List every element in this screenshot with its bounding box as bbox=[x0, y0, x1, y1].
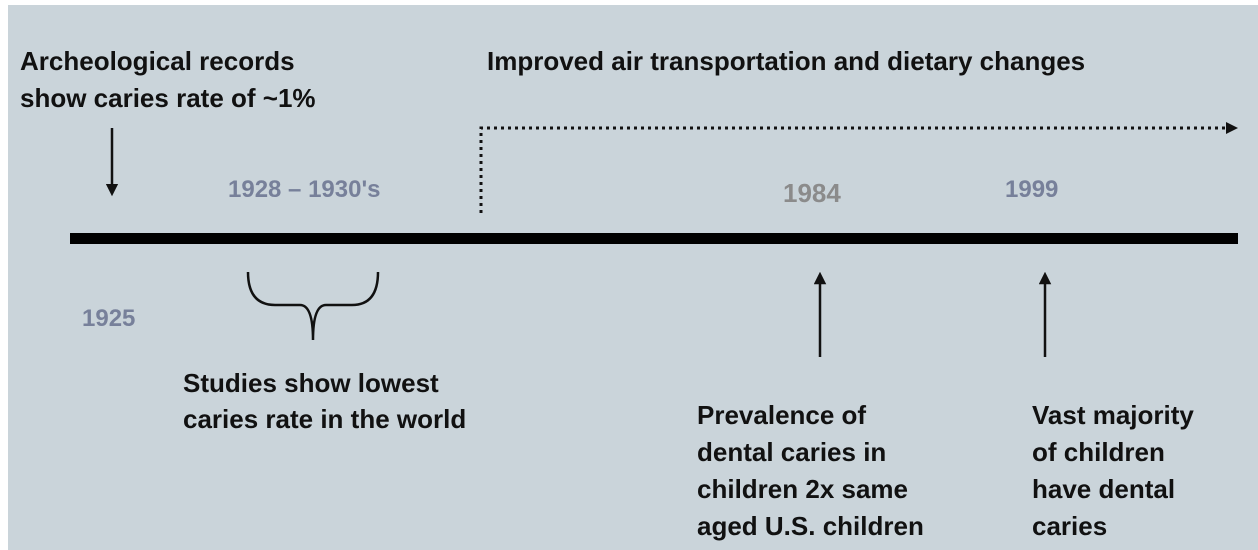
note: Improved air transportation and dietary … bbox=[487, 46, 1085, 76]
event-line: caries rate in the world bbox=[183, 404, 466, 434]
year: 1925 bbox=[82, 305, 135, 332]
note-line: Archeological records bbox=[20, 46, 295, 76]
year: 1928 – 1930's bbox=[228, 176, 381, 203]
arrow-head bbox=[1226, 122, 1238, 134]
dotted-arrow bbox=[479, 126, 1228, 213]
event-line: children 2x same bbox=[697, 474, 908, 504]
event-line: caries bbox=[1032, 511, 1107, 541]
year: 1984 bbox=[783, 178, 841, 208]
event-line: dental caries in bbox=[697, 437, 886, 467]
event-line: Studies show lowest bbox=[183, 368, 439, 398]
event-line: have dental bbox=[1032, 474, 1175, 504]
brace bbox=[246, 271, 380, 341]
timeline-bar bbox=[70, 233, 1238, 244]
event-line: of children bbox=[1032, 437, 1165, 467]
event-line: Prevalence of bbox=[697, 400, 866, 430]
event-line: aged U.S. children bbox=[697, 511, 924, 541]
event-line: Vast majority bbox=[1032, 400, 1194, 430]
note-line: show caries rate of ~1% bbox=[20, 83, 316, 113]
year: 1999 bbox=[1005, 176, 1058, 203]
